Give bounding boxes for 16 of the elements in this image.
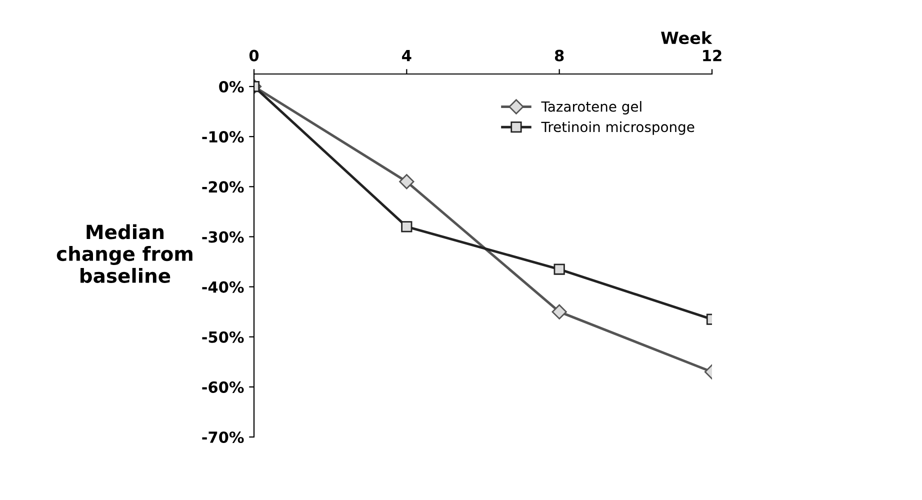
x-tick-label: 0 [249,50,259,62]
y-tick-label: -30% [202,231,244,243]
y-tick-label: -60% [202,381,244,393]
y-tick-label: -70% [202,431,244,444]
x-tick-label: 12 [703,50,722,62]
x-axis-title: Week [661,31,712,44]
legend-label: Tretinoin microsponge [541,121,694,135]
y-tick-label: -20% [202,181,244,193]
y-axis-title: Median change from baseline [56,224,192,283]
y-tick-label: -10% [202,131,244,143]
y-tick-label: -40% [202,281,244,293]
x-tick-label: 8 [554,50,564,62]
legend-label: Tazarotene gel [541,101,642,114]
y-tick-label: -50% [202,331,244,343]
x-tick-label: 4 [402,50,412,62]
y-tick-label: 0% [219,80,244,93]
